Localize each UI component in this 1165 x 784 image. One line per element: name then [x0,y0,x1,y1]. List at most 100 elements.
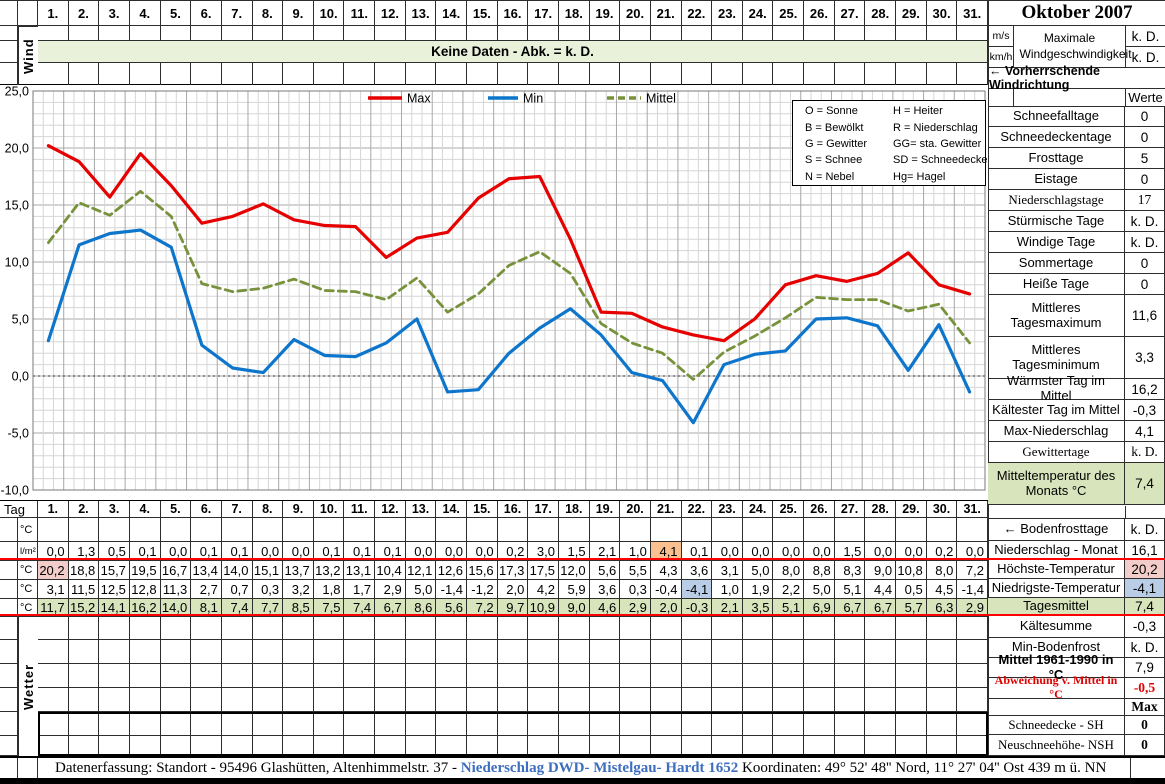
wetter-cell[interactable] [221,640,253,664]
tmax-cell-day-14[interactable]: 12,6 [436,561,468,580]
wetter-cell[interactable] [896,712,927,736]
wetter-cell[interactable] [742,688,774,712]
tmin-cell-day-13[interactable]: 5,0 [405,580,437,599]
tmittel-cell-day-29[interactable]: 5,7 [896,599,927,617]
tmittel-cell-day-27[interactable]: 6,7 [834,599,866,617]
wetter-cell[interactable] [926,664,958,688]
bodenfrost-cell-day-2[interactable] [68,518,100,542]
stat-4-value[interactable]: 17 [1125,190,1165,211]
tmittel-cell-day-17[interactable]: 10,9 [528,599,559,617]
wetter-cell[interactable] [712,736,743,756]
tmin-cell-day-16[interactable]: 2,0 [497,580,529,599]
wetter-cell[interactable] [589,688,621,712]
wetter-cell[interactable] [589,736,621,756]
wetter-cell[interactable] [528,640,559,664]
wetter-cell[interactable] [436,640,468,664]
stat-8-value[interactable]: 0 [1125,274,1165,295]
niederschlag-cell-day-22[interactable]: 0,1 [681,542,713,561]
stat-2-value[interactable]: 5 [1125,148,1165,169]
tmittel-cell-day-3[interactable]: 14,1 [99,599,130,617]
wetter-cell[interactable] [375,736,406,756]
wetter-cell[interactable] [926,712,958,736]
niederschlag-cell-day-16[interactable]: 0,2 [497,542,529,561]
niederschlag-cell-day-14[interactable]: 0,0 [436,542,468,561]
wetter-cell[interactable] [38,736,69,756]
wetter-cell[interactable] [313,616,345,640]
tmax-cell-day-13[interactable]: 12,1 [405,561,437,580]
niederschlag-cell-day-6[interactable]: 0,1 [191,542,222,561]
wetter-cell[interactable] [436,616,468,640]
bodenfrost-cell-day-6[interactable] [191,518,222,542]
wetter-cell[interactable] [896,736,927,756]
wetter-cell[interactable] [528,664,559,688]
wetter-cell[interactable] [681,640,713,664]
tmittel-cell-day-5[interactable]: 14,0 [160,599,192,617]
wetter-cell[interactable] [313,712,345,736]
tmin-cell-day-14[interactable]: -1,4 [436,580,468,599]
tmax-cell-day-23[interactable]: 3,1 [712,561,743,580]
tmittel-cell-day-23[interactable]: 2,1 [712,599,743,617]
tmittel-cell-day-24[interactable]: 3,5 [742,599,774,617]
lower-5-value[interactable]: -0,3 [1125,616,1165,638]
wetter-cell[interactable] [283,640,314,664]
wetter-cell[interactable] [436,736,468,756]
wetter-cell[interactable] [773,616,805,640]
niederschlag-cell-day-21[interactable]: 4,1 [650,542,682,561]
wetter-cell[interactable] [865,712,897,736]
wetter-cell[interactable] [712,640,743,664]
wetter-cell[interactable] [834,640,866,664]
tmin-cell-day-19[interactable]: 3,6 [589,580,621,599]
wetter-cell[interactable] [589,712,621,736]
tmittel-cell-day-20[interactable]: 2,9 [620,599,651,617]
wetter-cell[interactable] [742,640,774,664]
wetter-cell[interactable] [252,712,284,736]
niederschlag-cell-day-11[interactable]: 0,1 [344,542,376,561]
niederschlag-cell-day-12[interactable]: 0,1 [375,542,406,561]
tmax-cell-day-21[interactable]: 4,3 [650,561,682,580]
tmax-cell-day-3[interactable]: 15,7 [99,561,130,580]
bodenfrost-cell-day-21[interactable] [650,518,682,542]
tmittel-cell-day-14[interactable]: 5,6 [436,599,468,617]
tmittel-cell-day-4[interactable]: 16,2 [129,599,161,617]
wetter-cell[interactable] [160,616,192,640]
wetter-cell[interactable] [742,736,774,756]
wetter-cell[interactable] [589,616,621,640]
stat-0-value[interactable]: 0 [1125,106,1165,127]
stat-15-value[interactable]: 7,4 [1125,463,1165,505]
lower-6-value[interactable]: k. D. [1125,638,1165,658]
tmax-cell-day-30[interactable]: 8,0 [926,561,958,580]
wetter-cell[interactable] [834,712,866,736]
niederschlag-cell-day-13[interactable]: 0,0 [405,542,437,561]
wetter-cell[interactable] [405,664,437,688]
stat-9-value[interactable]: 11,6 [1125,295,1165,337]
tmittel-cell-day-12[interactable]: 6,7 [375,599,406,617]
wetter-cell[interactable] [436,688,468,712]
wetter-cell[interactable] [620,712,651,736]
tmin-cell-day-1[interactable]: 3,1 [38,580,69,599]
stat-11-value[interactable]: 16,2 [1125,379,1165,400]
niederschlag-cell-day-3[interactable]: 0,5 [99,542,130,561]
stat-7-value[interactable]: 0 [1125,253,1165,274]
wetter-cell[interactable] [620,736,651,756]
wetter-cell[interactable] [283,616,314,640]
wetter-cell[interactable] [99,712,130,736]
wetter-cell[interactable] [834,688,866,712]
bodenfrost-cell-day-14[interactable] [436,518,468,542]
niederschlag-cell-day-30[interactable]: 0,2 [926,542,958,561]
tmittel-cell-day-21[interactable]: 2,0 [650,599,682,617]
tmax-cell-day-18[interactable]: 12,0 [558,561,590,580]
lower-3-value[interactable]: -4,1 [1125,579,1165,598]
wind-max-value-ms[interactable]: k. D. [1126,26,1165,47]
wetter-cell[interactable] [191,616,222,640]
bodenfrost-cell-day-19[interactable] [589,518,621,542]
niederschlag-cell-day-19[interactable]: 2,1 [589,542,621,561]
wetter-cell[interactable] [38,664,69,688]
tmax-cell-day-6[interactable]: 13,4 [191,561,222,580]
tmittel-cell-day-13[interactable]: 8,6 [405,599,437,617]
wetter-cell[interactable] [620,640,651,664]
wetter-cell[interactable] [926,688,958,712]
wetter-cell[interactable] [834,736,866,756]
wetter-cell[interactable] [712,616,743,640]
wetter-cell[interactable] [957,712,988,736]
wetter-cell[interactable] [375,712,406,736]
